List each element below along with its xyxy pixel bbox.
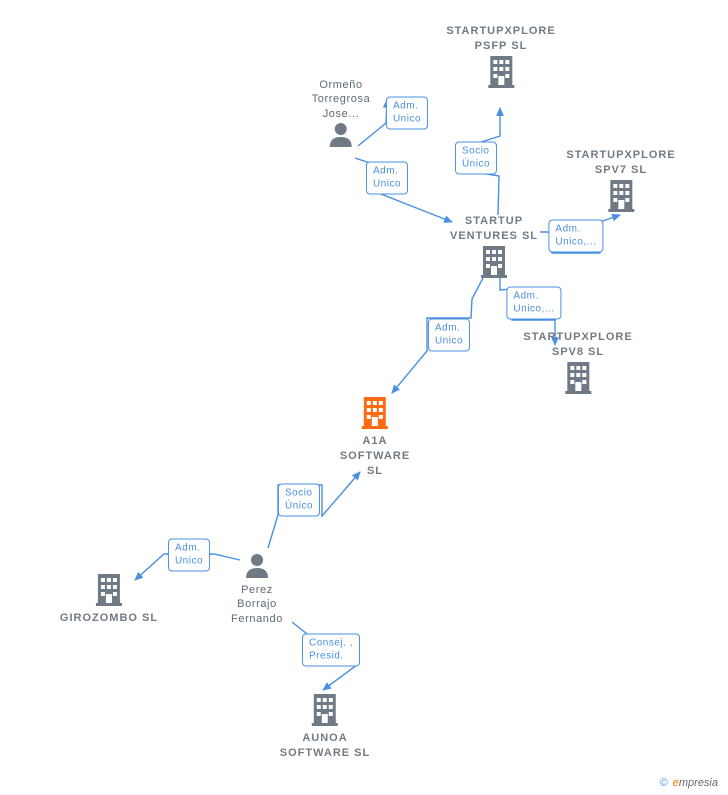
node-spv7[interactable]: STARTUPXPLORE SPV7 SL xyxy=(566,148,675,217)
person-icon xyxy=(231,552,283,583)
building-icon xyxy=(340,395,410,434)
node-aunoa[interactable]: AUNOA SOFTWARE SL xyxy=(280,692,370,761)
edge-label-perez-giroz: Adm. Unico xyxy=(168,539,210,572)
building-icon xyxy=(523,360,632,399)
node-perez[interactable]: Perez Borrajo Fernando xyxy=(231,552,283,626)
edge-label-perez-a1a: Socio Único xyxy=(278,484,320,517)
edge-label-sv-a1a: Adm. Unico xyxy=(428,319,470,352)
node-psfp[interactable]: STARTUPXPLORE PSFP SL xyxy=(446,24,555,93)
diagram-canvas: STARTUPXPLORE PSFP SL Ormeño Torregrosa J… xyxy=(0,0,728,795)
node-label: Perez Borrajo Fernando xyxy=(231,583,283,626)
building-icon xyxy=(450,244,538,283)
node-ormeno[interactable]: Ormeño Torregrosa Jose... xyxy=(312,78,371,152)
building-icon xyxy=(280,692,370,731)
node-label: STARTUPXPLORE SPV8 SL xyxy=(523,330,632,360)
node-label: A1A SOFTWARE SL xyxy=(340,434,410,479)
node-label: STARTUPXPLORE PSFP SL xyxy=(446,24,555,54)
building-icon xyxy=(446,54,555,93)
node-spv8[interactable]: STARTUPXPLORE SPV8 SL xyxy=(523,330,632,399)
node-label: AUNOA SOFTWARE SL xyxy=(280,731,370,761)
edge-label-sv-spv7: Adm. Unico,... xyxy=(548,220,603,253)
edge-label-perez-aunoa: Consej. , Presid. xyxy=(302,634,360,667)
node-label: Ormeño Torregrosa Jose... xyxy=(312,78,371,121)
edge-label-sv-psfp: Socio Único xyxy=(455,142,497,175)
building-icon xyxy=(60,572,158,611)
node-giroz[interactable]: GIROZOMBO SL xyxy=(60,572,158,626)
edge-label-sv-spv8: Adm. Unico,... xyxy=(506,287,561,320)
node-sv[interactable]: STARTUP VENTURES SL xyxy=(450,214,538,283)
edge-label-ormeno-psfp: Adm. Unico xyxy=(386,97,428,130)
copyright-symbol: © xyxy=(660,777,668,789)
edge-label-ormeno-sv: Adm. Unico xyxy=(366,162,408,195)
building-icon xyxy=(566,178,675,217)
brand-rest: mpresia xyxy=(679,777,718,789)
node-a1a[interactable]: A1A SOFTWARE SL xyxy=(340,395,410,479)
copyright: © empresia xyxy=(660,777,718,789)
node-label: STARTUPXPLORE SPV7 SL xyxy=(566,148,675,178)
node-label: STARTUP VENTURES SL xyxy=(450,214,538,244)
person-icon xyxy=(312,121,371,152)
node-label: GIROZOMBO SL xyxy=(60,611,158,626)
